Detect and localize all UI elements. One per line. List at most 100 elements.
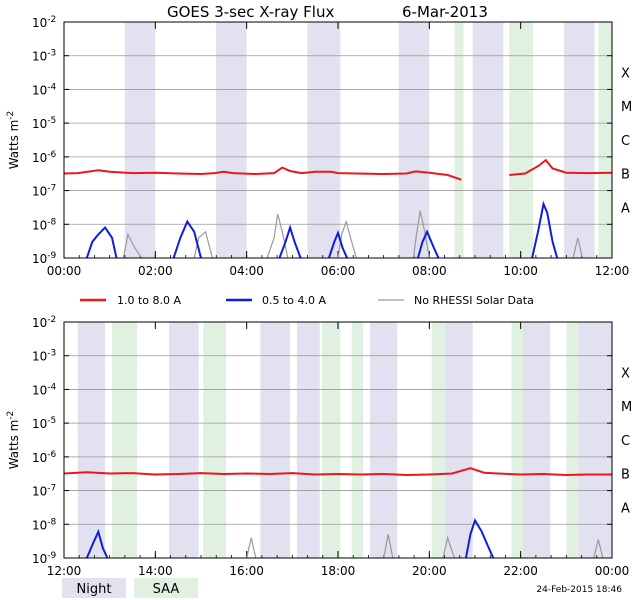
y-tick-label: 10-4 (32, 82, 57, 97)
night-band (398, 22, 430, 258)
plot-frame (63, 21, 613, 259)
flare-class-label: X (621, 66, 630, 81)
saa-band (509, 22, 533, 258)
x-tick-label: 00:00 (47, 264, 82, 278)
norhessi-flux-line (593, 539, 604, 559)
x-tick-label: 12:00 (595, 264, 630, 278)
saa-band (431, 322, 446, 558)
y-axis-label: Watts m-2 (6, 111, 21, 170)
short-flux-line (85, 226, 118, 259)
x-tick-label: 02:00 (138, 264, 173, 278)
norhessi-flux-line (412, 210, 430, 259)
night-band (260, 322, 291, 558)
x-tick-label: 10:00 (503, 264, 538, 278)
short-flux-line (531, 200, 559, 259)
short-flux-line (278, 224, 302, 259)
shading-legend: Night SAA (62, 578, 198, 598)
chart-date: 6-Mar-2013 (402, 3, 488, 21)
footer-timestamp: 24-Feb-2015 18:46 (536, 585, 622, 595)
night-band (522, 322, 551, 558)
saa-band (322, 322, 341, 558)
flare-class-label: A (621, 201, 630, 216)
y-tick-label: 10-9 (32, 251, 57, 266)
norhessi-flux-line (266, 213, 289, 259)
flare-class-label: M (621, 100, 632, 115)
short-flux-line (464, 518, 495, 559)
night-band (296, 322, 320, 558)
night-band (216, 22, 247, 258)
y-axis-label: Watts m-2 (6, 411, 21, 470)
flare-class-label: C (621, 434, 630, 449)
flare-class-label: M (621, 400, 632, 415)
chart-title-text: GOES 3-sec X-ray Flux (167, 3, 334, 21)
y-tick-label: 10-5 (32, 416, 56, 431)
x-tick-label: 12:00 (47, 564, 82, 578)
saa-band (454, 22, 464, 258)
y-tick-label: 10-6 (32, 150, 57, 165)
long-flux-line (509, 158, 613, 176)
short-flux-line (416, 229, 440, 259)
x-tick-label: 08:00 (412, 264, 447, 278)
flare-class-label: A (621, 501, 630, 516)
x-tick-label: 18:00 (321, 564, 356, 578)
legend: 1.0 to 8.0 A 0.5 to 4.0 A No RHESSI Sola… (80, 294, 534, 307)
y-tick-label: 10-7 (32, 484, 56, 499)
y-tick-label: 10-7 (32, 184, 56, 199)
panel-pm: 10-2 10-3 10-4 10-5 10-6 10-7 10-8 10-9 Watts m-… (6, 315, 632, 578)
panel-am: 10-2 10-3 10-4 10-5 10-6 10-7 10-8 10-9 Watts m-… (6, 15, 632, 278)
flare-class-label: C (621, 134, 630, 149)
saa-legend-box (134, 578, 198, 598)
night-band (169, 322, 199, 558)
long-flux-line (63, 467, 612, 477)
night-band (564, 22, 595, 258)
x-tick-label: 04:00 (229, 264, 264, 278)
y-tick-label: 10-8 (32, 217, 57, 232)
y-tick-label: 10-4 (32, 382, 57, 397)
norhessi-flux-line (246, 537, 257, 559)
x-tick-label: 20:00 (412, 564, 447, 578)
long-flux-line (63, 166, 462, 181)
y-tick-label: 10-3 (32, 49, 56, 64)
x-tick-label: 06:00 (321, 264, 356, 278)
norhessi-flux-line (193, 230, 213, 259)
night-legend-label: Night (77, 582, 112, 597)
norhessi-flux-line (572, 237, 583, 259)
flare-class-label: B (621, 168, 630, 183)
saa-band (351, 322, 364, 558)
y-tick-label: 10-9 (32, 551, 57, 566)
night-band (77, 322, 106, 558)
chart-title: GOES 3-sec X-ray Flux 6-Mar-2013 (167, 3, 488, 21)
flare-class-label: B (621, 468, 630, 483)
night-band (444, 322, 473, 558)
norhessi-flux-line (383, 534, 394, 559)
night-band (307, 22, 341, 258)
legend-label-norhessi: No RHESSI Solar Data (414, 294, 534, 307)
y-tick-label: 10-8 (32, 517, 57, 532)
saa-band (111, 322, 138, 558)
night-band (124, 22, 156, 258)
short-flux-line (172, 219, 202, 259)
y-tick-label: 10-6 (32, 450, 57, 465)
y-tick-label: 10-5 (32, 116, 56, 131)
saa-band (511, 322, 523, 558)
night-band (472, 22, 504, 258)
night-legend-box (62, 578, 126, 598)
x-tick-label: 22:00 (503, 564, 538, 578)
norhessi-flux-line (442, 535, 455, 559)
legend-label-short: 0.5 to 4.0 A (262, 294, 327, 307)
y-tick-label: 10-3 (32, 349, 56, 364)
night-band (369, 322, 398, 558)
flare-class-label: X (621, 366, 630, 381)
x-tick-label: 14:00 (138, 564, 173, 578)
saa-legend-label: SAA (153, 582, 180, 597)
night-band (577, 322, 612, 558)
norhessi-flux-line (122, 232, 143, 259)
saa-band (566, 322, 578, 558)
x-tick-label: 00:00 (595, 564, 630, 578)
y-tick-label: 10-2 (32, 15, 56, 30)
legend-label-long: 1.0 to 8.0 A (117, 294, 182, 307)
saa-band (598, 22, 612, 258)
plot-frame (63, 321, 613, 559)
x-tick-label: 16:00 (229, 564, 264, 578)
